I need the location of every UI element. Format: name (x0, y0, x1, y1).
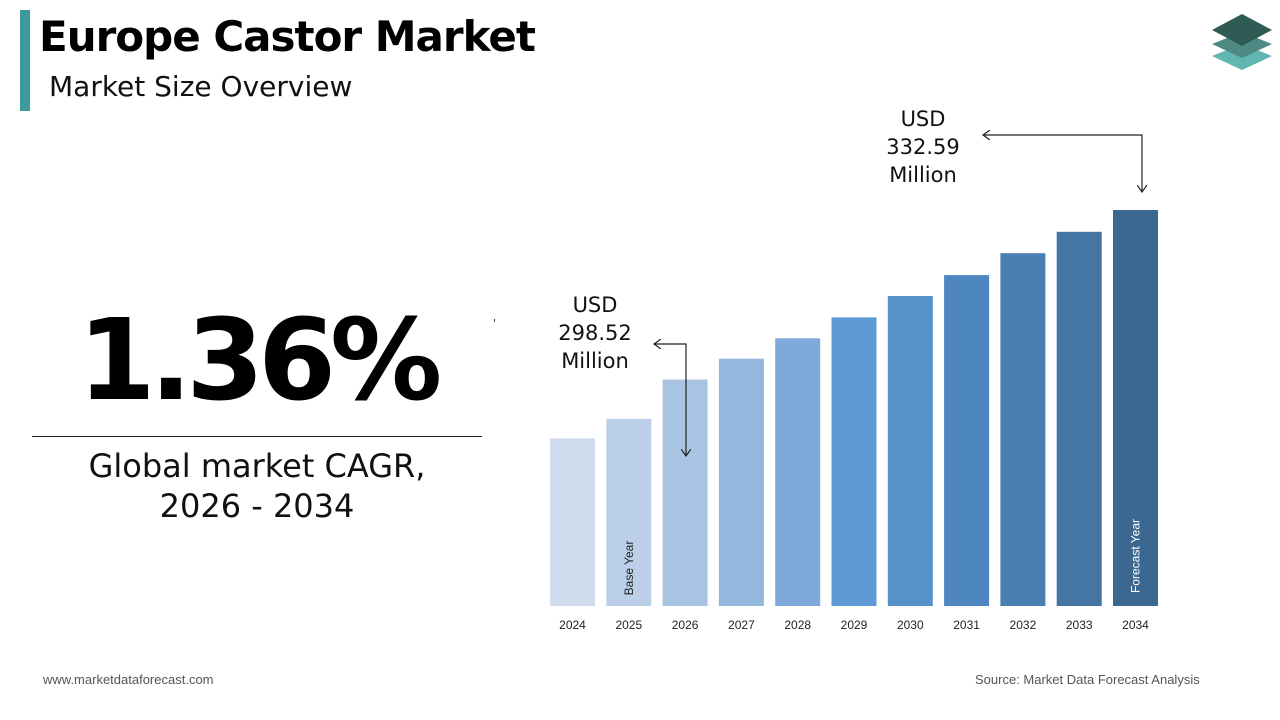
x-tick-label-2032: 2032 (1010, 618, 1037, 632)
page-subtitle: Market Size Overview (49, 70, 353, 103)
bar-annotation-2034: Forecast Year (1129, 519, 1143, 593)
bar-2028 (775, 338, 821, 606)
start-value-unit: Million (561, 349, 629, 373)
end-value-currency: USD (900, 107, 946, 131)
bar-2033 (1056, 231, 1102, 607)
bar-2025 (606, 418, 652, 606)
cagr-label-line2: 2026 - 2034 (159, 487, 355, 525)
start-value-currency: USD (572, 293, 618, 317)
start-value-arrow (655, 344, 686, 455)
bar-2027 (718, 358, 764, 606)
bar-2026 (662, 379, 708, 606)
cagr-label: Global market CAGR, 2026 - 2034 (32, 446, 482, 526)
start-value-callout: USD 298.52 Million (535, 291, 655, 375)
end-value-unit: Million (889, 163, 957, 187)
x-tick-label-2030: 2030 (897, 618, 924, 632)
source-note: Source: Market Data Forecast Analysis (975, 672, 1200, 687)
cagr-divider (32, 436, 482, 437)
cagr-value: 1.36% (77, 296, 443, 426)
end-value-arrow (984, 135, 1142, 191)
bar-2031 (944, 275, 990, 606)
x-tick-label-2031: 2031 (953, 618, 980, 632)
bar-2024 (550, 438, 595, 606)
bar-2030 (887, 296, 933, 606)
title-accent-bar (20, 10, 30, 111)
x-tick-label-2026: 2026 (672, 618, 699, 632)
x-tick-label-2033: 2033 (1066, 618, 1093, 632)
end-value-callout: USD 332.59 Million (863, 105, 983, 189)
website-url: www.marketdataforecast.com (43, 672, 214, 687)
cagr-label-line1: Global market CAGR, (88, 447, 426, 485)
x-tick-label-2027: 2027 (728, 618, 755, 632)
callout-arrows (655, 135, 1142, 455)
bar-2032 (1000, 253, 1046, 606)
x-tick-label-2024: 2024 (559, 618, 586, 632)
decorative-tick (494, 319, 495, 322)
x-tick-label-2034: 2034 (1122, 618, 1149, 632)
start-value-amount: 298.52 (558, 321, 632, 345)
page-title: Europe Castor Market (39, 12, 536, 61)
x-tick-label-2028: 2028 (784, 618, 811, 632)
bar-2034 (1113, 210, 1158, 606)
bar-2029 (831, 317, 877, 606)
x-tick-label-2029: 2029 (841, 618, 868, 632)
x-tick-label-2025: 2025 (615, 618, 642, 632)
bar-annotation-2025: Base Year (622, 541, 636, 596)
brand-logo-icon (1212, 14, 1272, 70)
end-value-amount: 332.59 (886, 135, 960, 159)
